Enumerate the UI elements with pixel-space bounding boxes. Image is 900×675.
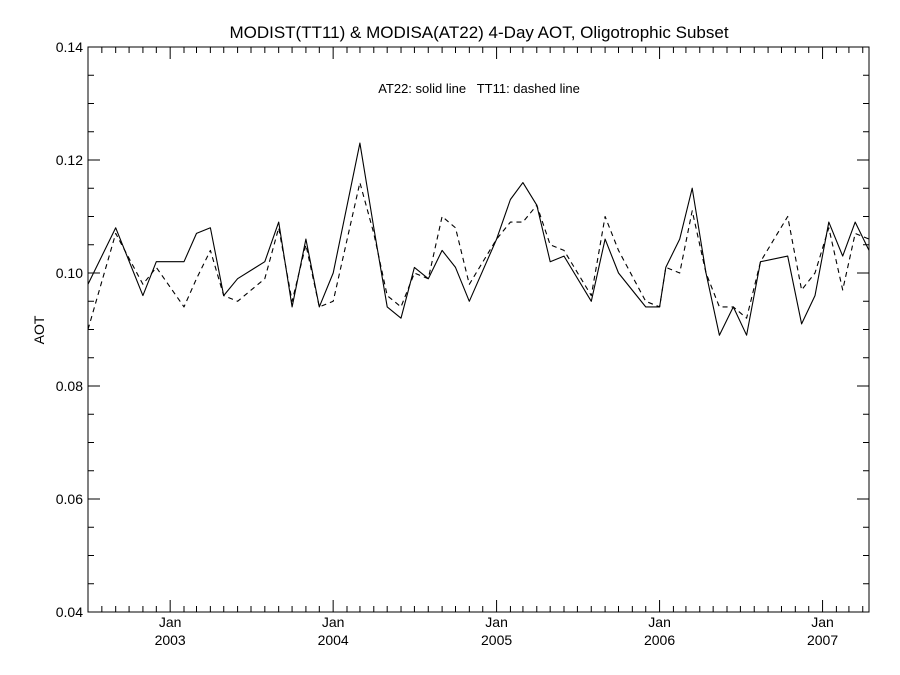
- y-axis-label: AOT: [31, 315, 47, 344]
- x-tick-label: Jan: [811, 614, 834, 630]
- plot-frame: [87, 46, 870, 613]
- x-tick-year-label: 2006: [644, 632, 675, 648]
- legend-annotation: AT22: solid line TT11: dashed line: [378, 81, 580, 96]
- axis-ticks: 0.04 0.06 0.08 0.10 0.12 0.14 Jan 2003 Jan 2004 Ja…: [56, 39, 869, 648]
- x-tick-label: Jan: [322, 614, 345, 630]
- series-line-tt11: [87, 182, 870, 330]
- x-tick-year-label: 2003: [155, 632, 186, 648]
- x-tick-year-label: 2004: [318, 632, 349, 648]
- y-tick-label: 0.06: [56, 491, 83, 507]
- x-tick-year-label: 2007: [807, 632, 838, 648]
- chart-title: MODIST(TT11) & MODISA(AT22) 4-Day AOT, O…: [229, 23, 728, 42]
- y-tick-label: 0.08: [56, 378, 83, 394]
- y-tick-label: 0.10: [56, 265, 83, 281]
- y-tick-label: 0.04: [56, 604, 83, 620]
- series-line-at22: [87, 142, 870, 336]
- x-tick-label: Jan: [485, 614, 508, 630]
- y-tick-label: 0.14: [56, 39, 83, 55]
- x-tick-label: Jan: [648, 614, 671, 630]
- x-tick-year-label: 2005: [481, 632, 512, 648]
- x-tick-label: Jan: [159, 614, 182, 630]
- series-group: [87, 142, 870, 336]
- y-tick-label: 0.12: [56, 152, 83, 168]
